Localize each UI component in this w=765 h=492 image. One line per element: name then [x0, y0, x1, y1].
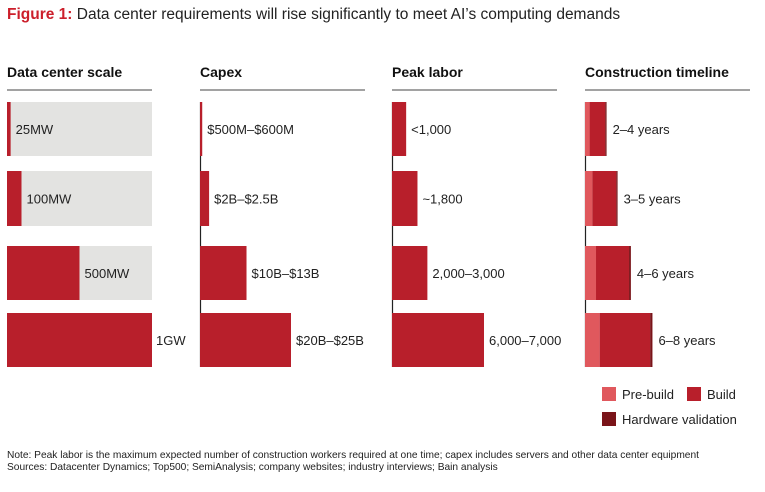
footnotes: Note: Peak labor is the maximum expected… — [7, 450, 707, 473]
legend-label-0: Pre-build — [622, 387, 674, 402]
scale-label-3: 1GW — [156, 333, 186, 348]
timeline-prebuild-seg-2 — [585, 246, 597, 300]
labor-label-0: <1,000 — [411, 122, 451, 137]
timeline-build-seg-1 — [592, 171, 617, 226]
timeline-build-seg-2 — [596, 246, 630, 300]
timeline-build-seg-3 — [599, 313, 651, 367]
scale-track-1 — [7, 171, 152, 226]
timeline-label-1: 3–5 years — [624, 192, 682, 207]
panel-title-capex: Capex — [200, 64, 242, 80]
timeline-build-seg-0 — [589, 102, 606, 156]
legend-label-1: Build — [707, 387, 736, 402]
timeline-prebuild-seg-1 — [585, 171, 593, 226]
footnote-sources: Sources: Datacenter Dynamics; Top500; Se… — [7, 461, 498, 473]
labor-bar-3 — [392, 313, 484, 367]
capex-label-2: $10B–$13B — [252, 266, 320, 281]
timeline-hardware-seg-1 — [616, 171, 618, 226]
figure-title-text: Data center requirements will rise signi… — [72, 6, 621, 23]
scale-bar-3 — [7, 313, 152, 367]
capex-bar-1 — [200, 171, 210, 226]
timeline-hardware-seg-0 — [605, 102, 607, 156]
timeline-prebuild-seg-3 — [585, 313, 600, 367]
timeline-label-0: 2–4 years — [613, 122, 671, 137]
capex-bar-0 — [200, 102, 203, 156]
legend-label-2: Hardware validation — [622, 412, 737, 427]
scale-bar-2 — [7, 246, 80, 300]
timeline-label-3: 6–8 years — [658, 333, 716, 348]
scale-bar-0 — [7, 102, 11, 156]
scale-label-2: 500MW — [85, 266, 131, 281]
labor-bar-0 — [392, 102, 407, 156]
scale-track-0 — [7, 102, 152, 156]
panel-title-labor: Peak labor — [392, 64, 463, 80]
legend-swatch-0 — [602, 387, 616, 401]
timeline-hardware-seg-2 — [629, 246, 631, 300]
figure-title: Figure 1: Data center requirements will … — [7, 6, 620, 24]
scale-bar-1 — [7, 171, 22, 226]
panel-title-scale: Data center scale — [7, 64, 122, 80]
chart: Data center scale 25MW 100MW 500MW 1GW Capex $… — [7, 64, 750, 427]
labor-label-3: 6,000–7,000 — [489, 333, 561, 348]
capex-bar-3 — [200, 313, 291, 367]
labor-label-2: 2,000–3,000 — [432, 266, 504, 281]
capex-label-1: $2B–$2.5B — [214, 192, 278, 207]
timeline-hardware-seg-3 — [650, 313, 653, 367]
labor-label-1: ~1,800 — [422, 192, 462, 207]
scale-label-0: 25MW — [16, 122, 54, 137]
legend-swatch-1 — [687, 387, 701, 401]
panel-title-timeline: Construction timeline — [585, 64, 729, 80]
footnote-note: Note: Peak labor is the maximum expected… — [7, 450, 699, 461]
capex-bar-2 — [200, 246, 247, 300]
figure-label: Figure 1: — [7, 6, 73, 23]
timeline-label-2: 4–6 years — [637, 266, 695, 281]
labor-bar-2 — [392, 246, 428, 300]
scale-label-1: 100MW — [27, 192, 73, 207]
capex-label-3: $20B–$25B — [296, 333, 364, 348]
capex-label-0: $500M–$600M — [207, 122, 294, 137]
legend-swatch-2 — [602, 412, 616, 426]
timeline-prebuild-seg-0 — [585, 102, 590, 156]
labor-bar-1 — [392, 171, 418, 226]
